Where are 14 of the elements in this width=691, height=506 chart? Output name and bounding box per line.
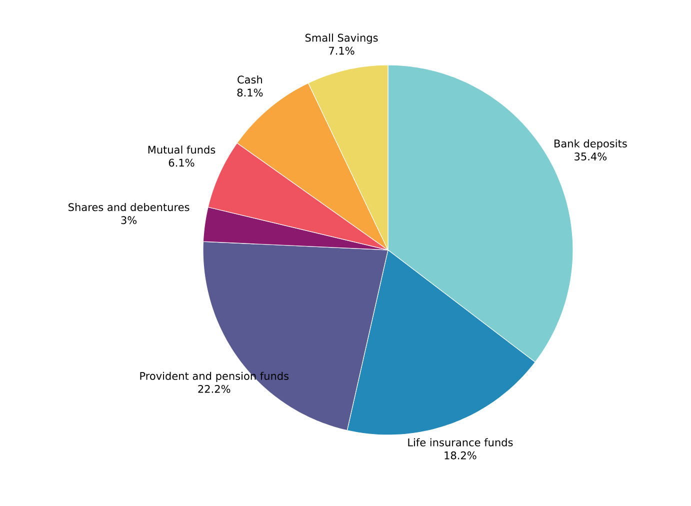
data-label: 7.1%: [329, 46, 354, 55]
data-label: 22.2%: [198, 385, 230, 393]
slice-label: Mutual funds: [148, 146, 216, 154]
data-label: 3%: [121, 216, 137, 224]
slice-label: Cash: [238, 75, 262, 84]
data-label: 6.1%: [168, 158, 194, 167]
slice-label: Provident and pension funds: [140, 372, 289, 382]
data-label: 8.1%: [237, 88, 263, 97]
data-label: 35.4%: [574, 152, 607, 160]
slice-label: Bank deposits: [554, 139, 627, 150]
data-label: 18.2%: [444, 451, 476, 460]
slice-label: Life insurance funds: [408, 438, 513, 446]
slice-label: Shares and debentures: [68, 203, 190, 212]
slice-label: Small Savings: [305, 34, 378, 44]
